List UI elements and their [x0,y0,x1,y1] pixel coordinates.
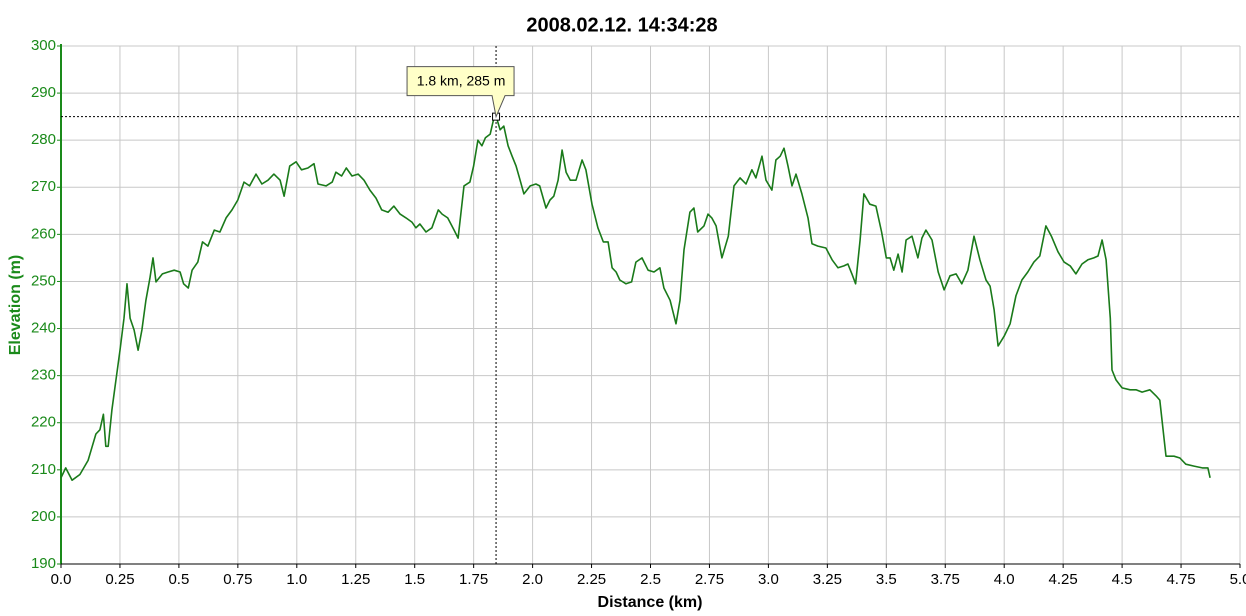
x-tick-label: 2.75 [695,571,724,588]
y-tick-label: 230 [31,367,56,384]
x-tick-label: 0.0 [51,571,72,588]
y-tick-label: 190 [31,555,56,572]
x-tick-label: 1.5 [404,571,425,588]
y-tick-label: 260 [31,225,56,242]
y-tick-label: 280 [31,131,56,148]
x-tick-label: 4.75 [1166,571,1195,588]
y-tick-label: 240 [31,320,56,337]
x-tick-label: 0.75 [223,571,252,588]
y-tick-label: 250 [31,272,56,289]
x-tick-label: 2.5 [640,571,661,588]
x-tick-label: 5.0 [1230,571,1246,588]
x-tick-label: 3.75 [931,571,960,588]
y-tick-label: 300 [31,37,56,54]
chart-title: 2008.02.12. 14:34:28 [526,14,717,36]
x-tick-label: 3.25 [813,571,842,588]
x-tick-label: 4.5 [1112,571,1133,588]
y-tick-label: 290 [31,84,56,101]
tooltip-text: 1.8 km, 285 m [417,72,506,88]
x-tick-label: 4.0 [994,571,1015,588]
x-tick-label: 2.0 [522,571,543,588]
x-tick-label: 1.0 [286,571,307,588]
y-tick-label: 200 [31,508,56,525]
x-tick-label: 3.0 [758,571,779,588]
y-tick-label: 270 [31,178,56,195]
x-tick-label: 1.25 [341,571,370,588]
x-tick-label: 2.25 [577,571,606,588]
x-tick-label: 4.25 [1049,571,1078,588]
y-tick-label: 210 [31,461,56,478]
y-axis-title: Elevation (m) [7,255,24,355]
elevation-line [60,115,1211,481]
y-tick-label: 220 [31,414,56,431]
x-axis-title: Distance (km) [598,594,703,611]
x-tick-label: 0.25 [105,571,134,588]
tooltip [406,66,515,119]
x-tick-label: 3.5 [876,571,897,588]
x-tick-label: 0.5 [168,571,189,588]
x-tick-label: 1.75 [459,571,488,588]
